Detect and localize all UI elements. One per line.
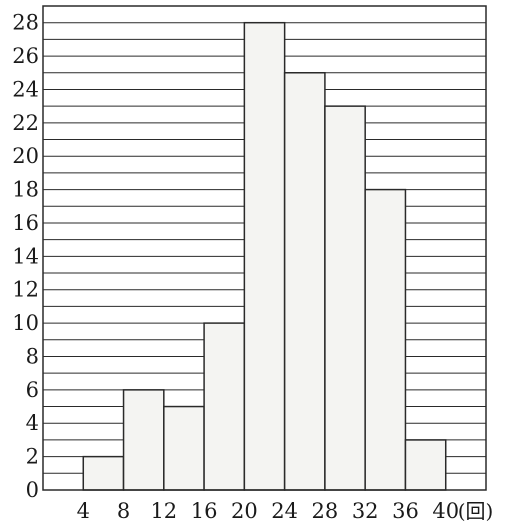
x-tick-label: 28: [312, 499, 339, 522]
bar: [243, 21, 286, 491]
y-tick-label: 10: [12, 311, 39, 335]
bar: [324, 105, 366, 491]
y-tick-label: 28: [12, 11, 39, 35]
x-tick-label: 32: [352, 499, 379, 522]
x-tick-label: 24: [271, 499, 298, 522]
x-tick-label: 12: [150, 499, 177, 522]
x-tick-label: 8: [117, 499, 130, 522]
bar: [283, 72, 326, 491]
y-tick-label: 24: [12, 77, 39, 101]
bar: [122, 389, 165, 491]
bar: [163, 405, 205, 491]
x-tick-label: 20: [231, 499, 258, 522]
y-tick-label: 14: [12, 244, 39, 268]
bars: [82, 21, 447, 491]
y-tick-label: 6: [26, 378, 39, 402]
y-tick-label: 8: [26, 344, 39, 368]
plot-frame: [42, 5, 487, 491]
x-tick-label: 16: [191, 499, 218, 522]
y-tick-label: 22: [12, 111, 39, 135]
y-tick-label: 20: [12, 144, 39, 168]
bar: [82, 455, 125, 491]
y-tick-label: 4: [26, 411, 39, 435]
bar: [364, 188, 407, 491]
y-tick-label: 2: [26, 445, 39, 469]
bar: [203, 322, 246, 491]
bar: [404, 439, 447, 491]
x-tick-label: 4: [77, 499, 90, 522]
x-tick-label: 36: [392, 499, 419, 522]
x-tick-labels: 4 8 12 16 20 24 28 32 36 40: [77, 499, 460, 522]
x-unit-label: (回): [458, 499, 494, 522]
x-tick-label: 40: [432, 499, 459, 522]
y-tick-label: 16: [12, 211, 39, 235]
y-tick-label: 26: [12, 44, 39, 68]
y-tick-label: 0: [26, 478, 39, 502]
y-tick-label: 12: [12, 278, 39, 302]
y-tick-label: 18: [12, 178, 39, 202]
